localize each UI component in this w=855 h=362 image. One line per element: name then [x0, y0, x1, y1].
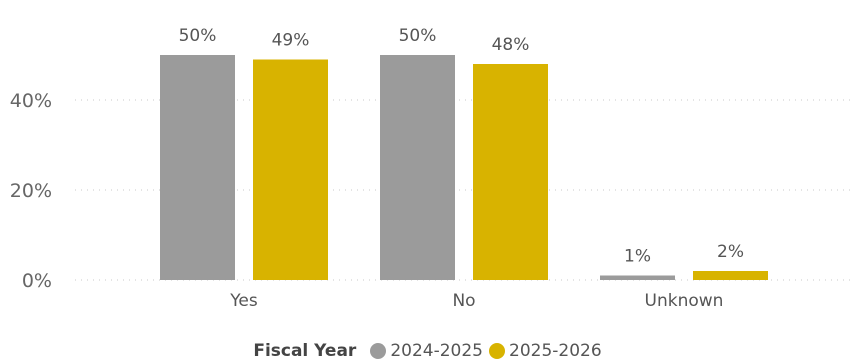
legend-title: Fiscal Year — [253, 341, 357, 361]
x-category-label: No — [452, 291, 475, 311]
legend-label: 2025-2026 — [509, 341, 602, 361]
data-label: 50% — [179, 26, 217, 46]
bars — [160, 55, 768, 280]
bar-yes-2024-2025[interactable] — [160, 55, 235, 280]
y-axis-ticks: 0% 20% 40% — [10, 90, 52, 292]
bar-yes-2025-2026[interactable] — [253, 59, 328, 281]
legend-item-2025-2026[interactable]: 2025-2026 — [489, 341, 602, 361]
legend-swatch-icon — [370, 343, 387, 359]
y-tick-label: 0% — [22, 270, 52, 292]
data-labels: 50% 49% 50% 48% 1% 2% — [179, 26, 744, 267]
bar-no-2025-2026[interactable] — [473, 64, 548, 280]
data-label: 1% — [624, 247, 651, 267]
data-label: 49% — [272, 31, 310, 51]
data-label: 50% — [399, 26, 437, 46]
bar-unknown-2024-2025[interactable] — [600, 275, 675, 281]
y-tick-label: 20% — [10, 180, 52, 202]
bar-chart: 0% 20% 40% 50% 49% 50% 48% 1% 2% Yes No Unknown — [10, 26, 855, 311]
legend-swatch-icon — [489, 343, 505, 359]
y-tick-label: 40% — [10, 90, 52, 112]
bar-no-2024-2025[interactable] — [380, 55, 455, 280]
bar-unknown-2025-2026[interactable] — [693, 271, 768, 280]
data-label: 48% — [492, 35, 530, 55]
x-category-label: Yes — [229, 291, 258, 311]
legend-item-2024-2025[interactable]: 2024-2025 — [370, 341, 483, 361]
x-axis-categories: Yes No Unknown — [229, 291, 723, 311]
x-category-label: Unknown — [645, 291, 724, 311]
gridlines — [75, 99, 855, 281]
legend-label: 2024-2025 — [390, 341, 483, 361]
legend: Fiscal Year 2024-2025 2025-2026 — [0, 340, 855, 362]
data-label: 2% — [717, 242, 744, 262]
